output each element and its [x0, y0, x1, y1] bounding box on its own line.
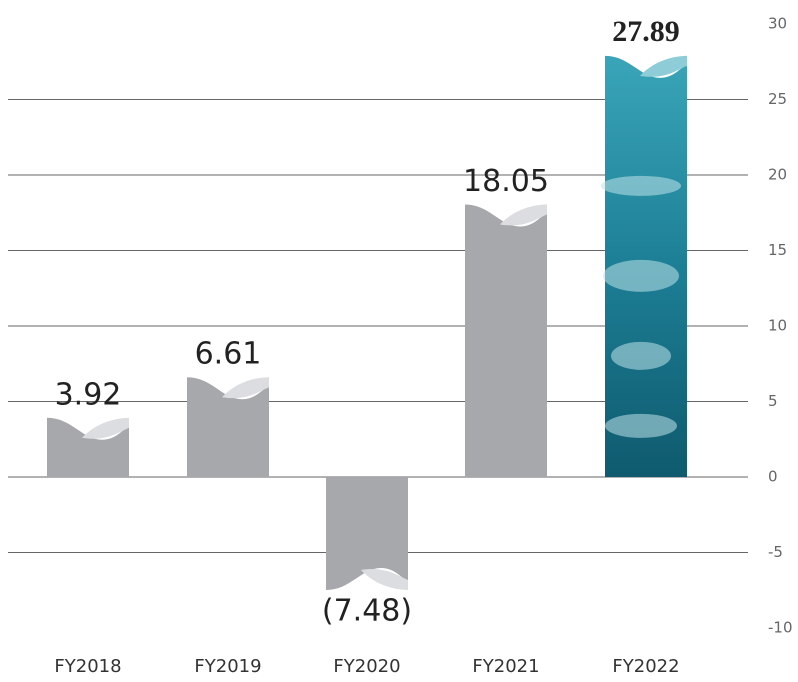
value-label: 27.89 [612, 15, 680, 48]
bar-texture [603, 259, 679, 292]
y-tick-label: 25 [768, 90, 787, 108]
bar-wave [222, 377, 269, 399]
y-tick-label: 20 [768, 166, 787, 184]
value-label: (7.48) [322, 593, 412, 628]
value-label: 3.92 [55, 377, 122, 412]
bar-wave [500, 204, 547, 226]
x-tick-label: FY2022 [612, 656, 679, 677]
bar [465, 204, 547, 477]
y-tick-label: 0 [768, 468, 778, 486]
y-tick-label: 5 [768, 392, 778, 410]
bar-texture [611, 341, 671, 370]
y-tick-label: -10 [768, 619, 793, 637]
x-tick-label: FY2020 [333, 656, 400, 677]
bar-wave [82, 417, 129, 439]
value-label: 6.61 [195, 337, 262, 372]
y-tick-label: 10 [768, 317, 787, 335]
value-label: 18.05 [463, 164, 549, 199]
x-tick-label: FY2018 [54, 656, 121, 677]
y-tick-label: -5 [768, 543, 783, 561]
bar-wave [640, 55, 687, 77]
bar [47, 417, 129, 477]
x-tick-label: FY2019 [194, 656, 261, 677]
bar-texture [601, 175, 681, 196]
bar-texture [605, 413, 677, 438]
bar-wave [361, 569, 408, 590]
y-tick-label: 15 [768, 241, 787, 259]
bar [326, 477, 408, 590]
bar [187, 377, 269, 477]
y-tick-label: 30 [768, 15, 787, 33]
x-tick-label: FY2021 [472, 656, 539, 677]
